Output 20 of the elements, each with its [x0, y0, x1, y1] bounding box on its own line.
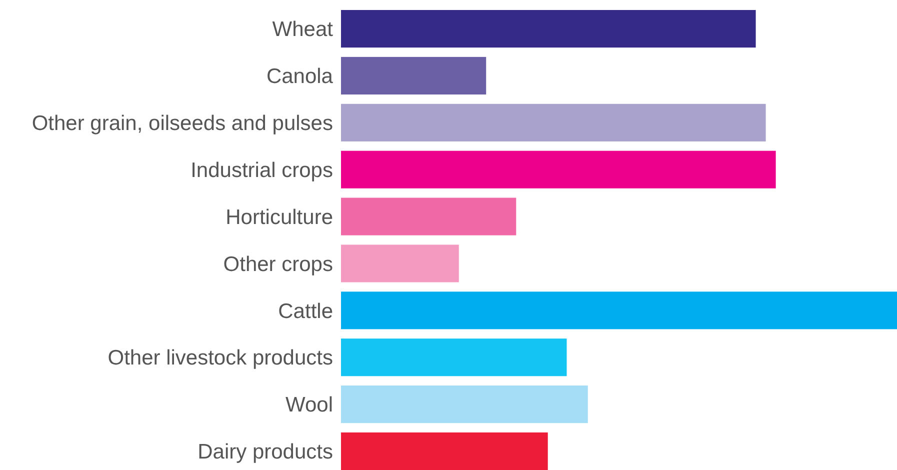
y-tick-label: Other grain, oilseeds and pulses [32, 112, 333, 136]
y-tick-label: Industrial crops [190, 158, 333, 182]
y-tick-label: Other livestock products [108, 346, 333, 370]
y-tick-label: Other crops [223, 252, 333, 276]
bar [341, 198, 516, 236]
y-tick-label: Canola [266, 65, 334, 88]
bar [341, 338, 567, 376]
bar [341, 292, 897, 330]
bar [341, 104, 766, 142]
bar [341, 150, 776, 188]
bar [341, 386, 588, 424]
bar [341, 10, 756, 48]
bar [341, 56, 486, 94]
y-tick-label: Horticulture [226, 206, 333, 229]
y-tick-label: Wool [286, 394, 333, 417]
bar [341, 244, 459, 282]
bar [341, 432, 548, 470]
y-tick-label: Cattle [278, 300, 333, 323]
y-tick-label: Dairy products [198, 440, 333, 464]
y-tick-label: Wheat [272, 18, 334, 42]
